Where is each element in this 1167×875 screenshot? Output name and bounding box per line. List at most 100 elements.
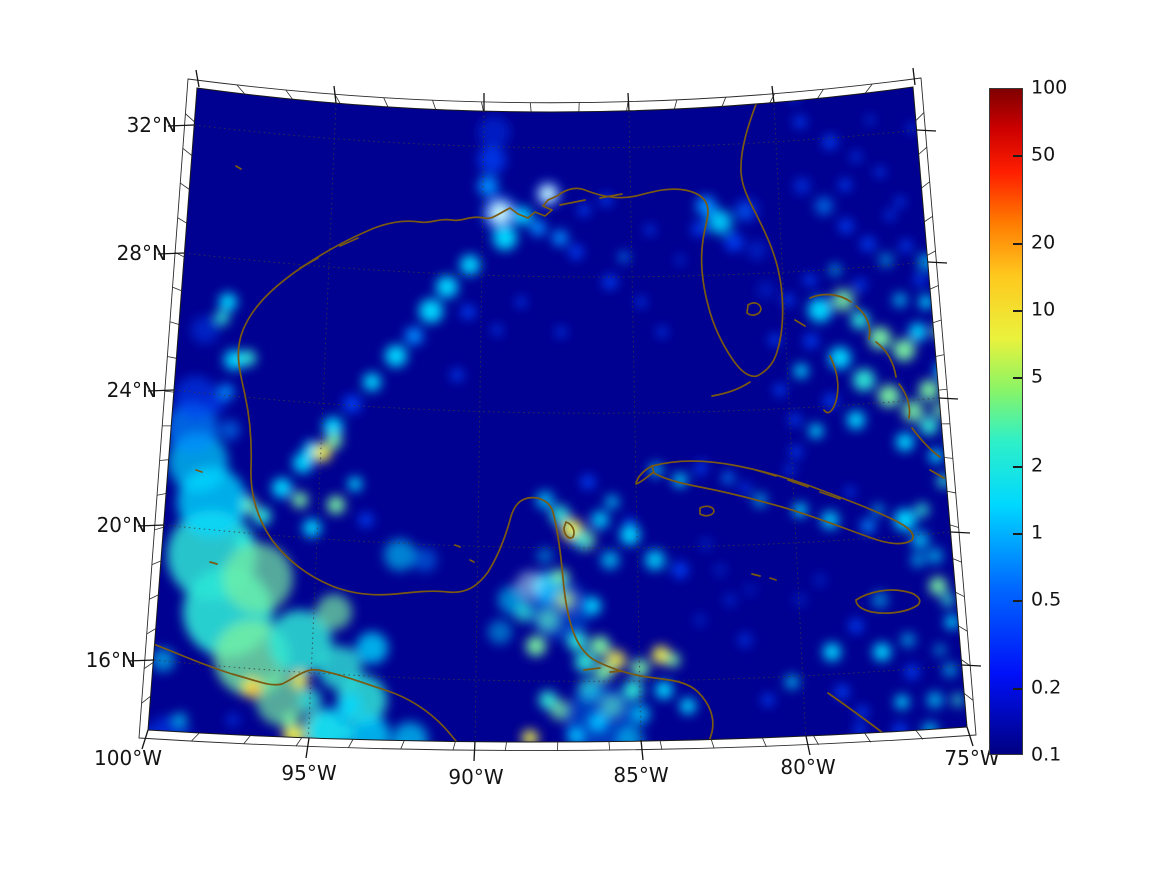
heatmap-hotspot	[572, 532, 588, 548]
axis-tick	[137, 524, 165, 527]
heatmap-hotspot	[809, 424, 823, 438]
coastline-layer	[148, 98, 945, 743]
heatmap-hotspot	[851, 152, 861, 162]
heatmap-hotspot	[343, 395, 361, 413]
heatmap-hotspot	[461, 305, 475, 319]
heatmap-hotspot	[769, 334, 781, 346]
heatmap-hotspot	[672, 562, 688, 578]
heatmap-hotspot	[804, 334, 818, 348]
colorbar-tick-mark	[1013, 243, 1022, 245]
heatmap-hotspot	[896, 433, 914, 451]
heatmap-hotspot	[363, 373, 381, 391]
colorbar-tick-mark	[1013, 466, 1022, 468]
heatmap-hotspot	[794, 594, 806, 606]
frame-rung	[172, 286, 182, 292]
frame-rung	[146, 628, 156, 635]
heatmap-hotspot	[893, 339, 915, 361]
heatmap-hotspot	[782, 294, 794, 306]
heatmap-hotspot	[392, 722, 428, 743]
colorbar-tick-label: 50	[1031, 143, 1056, 166]
heatmap-hotspot	[909, 323, 927, 341]
heatmap-hotspot	[680, 698, 696, 714]
axis-tick	[912, 67, 916, 86]
heatmap-hotspot	[929, 449, 943, 463]
frame-rung	[185, 113, 195, 123]
heatmap-hotspot	[885, 210, 895, 220]
axis-tick	[938, 397, 959, 400]
heatmap-hotspot	[708, 210, 732, 234]
heatmap-hotspot	[298, 688, 322, 712]
frame-rung	[529, 102, 532, 112]
heatmap-hotspot	[861, 519, 875, 533]
grid-parallel	[153, 659, 963, 682]
heatmap-hotspot	[303, 519, 321, 537]
heatmap-hotspot	[227, 714, 239, 726]
frame-rung	[295, 737, 303, 747]
heatmap-hotspot	[943, 663, 957, 677]
axis-tick	[127, 659, 155, 662]
frame-rung	[164, 390, 174, 393]
lat-tick-label: 28°N	[116, 241, 167, 265]
heatmap-hotspot	[911, 553, 925, 567]
frame-rung	[169, 321, 180, 325]
frame-rung	[243, 735, 251, 745]
heatmap-hotspot	[920, 417, 938, 435]
heatmap-hotspot	[385, 345, 407, 367]
heatmap-hotspot	[625, 517, 635, 527]
heatmap-hotspot	[419, 299, 443, 323]
heatmap-hotspot	[151, 648, 175, 672]
heatmap-hotspot	[492, 325, 502, 335]
heatmap-hotspot	[907, 123, 917, 133]
colorbar-tick-label: 0.1	[1031, 743, 1062, 766]
heatmap-hotspot	[872, 592, 888, 608]
heatmap-hotspot	[436, 276, 458, 298]
heatmap-hotspot	[657, 327, 667, 337]
heatmap-hotspot	[757, 281, 775, 299]
heatmap-hotspot	[327, 496, 345, 514]
coastline	[823, 355, 839, 414]
frame-rung	[929, 285, 939, 290]
heatmap-hotspot	[478, 146, 506, 174]
heatmap-hotspot	[832, 289, 854, 311]
heatmap-hotspot	[747, 240, 767, 260]
heatmap-hotspot	[498, 586, 526, 614]
axis-tick	[305, 737, 310, 759]
heatmap-hotspot	[220, 420, 240, 440]
coastline	[299, 193, 623, 269]
heatmap-hotspot	[673, 473, 687, 487]
heatmap-hotspot	[927, 548, 943, 564]
heatmap-hotspot	[215, 311, 229, 325]
coastline	[827, 692, 903, 743]
heatmap-hotspot	[722, 472, 734, 484]
frame-rung	[813, 735, 819, 745]
heatmap-hotspot	[933, 323, 949, 339]
coastline	[751, 573, 777, 581]
frame-rung	[947, 490, 956, 494]
frame-rung	[944, 457, 953, 459]
grid-meridian	[628, 110, 642, 743]
frame-rung	[154, 526, 164, 531]
axis-tick	[961, 664, 982, 667]
coastline	[195, 165, 475, 565]
heatmap-hotspot	[530, 220, 546, 236]
frame-rung	[191, 732, 200, 742]
coastline	[711, 381, 751, 397]
frame-rung	[927, 250, 936, 256]
coastline	[699, 505, 715, 517]
colorbar-tick-label: 5	[1031, 365, 1044, 388]
heatmap-hotspot	[905, 665, 919, 679]
frame-rung	[918, 146, 928, 155]
frame-rung	[143, 662, 154, 669]
heatmap-hotspot	[645, 550, 665, 570]
frame-rung	[177, 217, 187, 224]
heatmap-hotspot	[878, 385, 900, 407]
heatmap-hotspot	[581, 475, 595, 489]
heatmap-hotspot	[283, 725, 303, 743]
heatmap-hotspot	[210, 397, 226, 413]
heatmap-hotspot	[526, 636, 546, 656]
heatmap-hotspot	[895, 197, 905, 207]
heatmap-hotspot	[808, 298, 832, 322]
lat-tick-label: 32°N	[126, 113, 177, 137]
coastline	[563, 521, 575, 539]
